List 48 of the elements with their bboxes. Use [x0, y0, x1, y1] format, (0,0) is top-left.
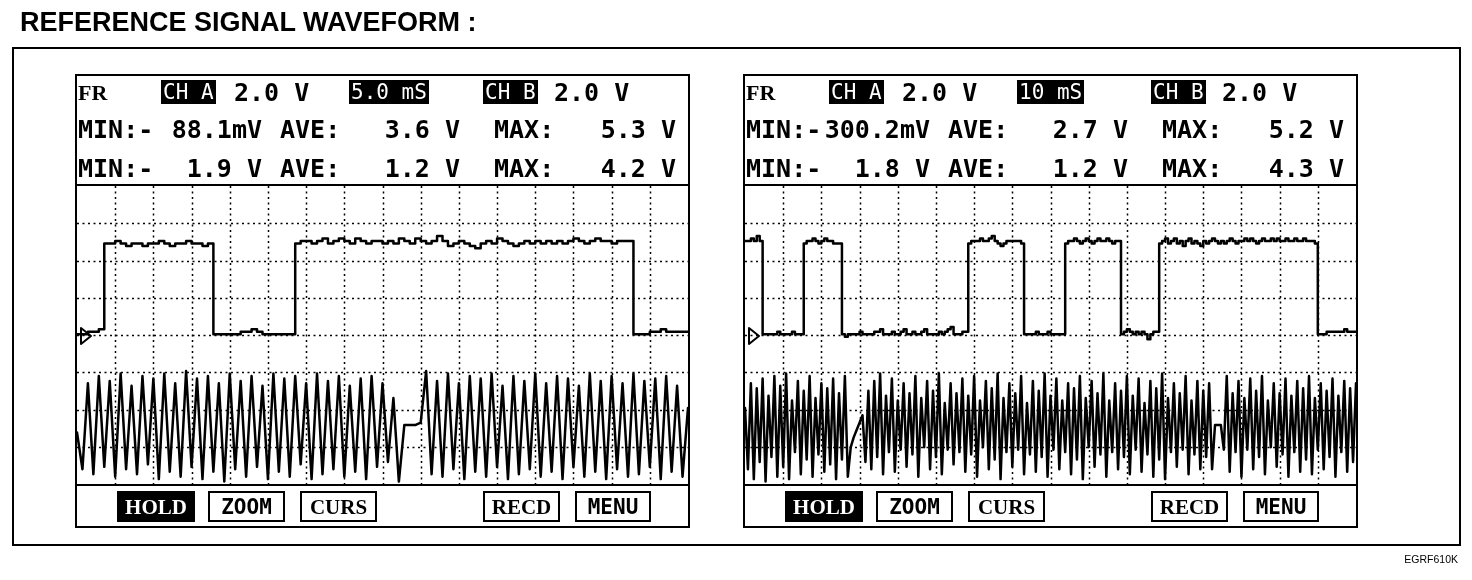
text: 2.0 V — [234, 78, 310, 107]
text: MAX: — [494, 154, 555, 183]
text: AVE: — [280, 115, 341, 144]
text: 2.0 V — [554, 78, 630, 107]
text: MAX: — [1162, 115, 1223, 144]
text: CH A — [829, 80, 884, 104]
text: MIN:- — [78, 115, 154, 144]
text: 5.2 V — [1268, 115, 1344, 144]
button: HOLD — [117, 491, 195, 522]
text: 1.2 V — [1052, 154, 1128, 183]
text: 4.3 V — [1268, 154, 1344, 183]
text: 1.9 V — [186, 154, 262, 183]
text: 5.0 mS — [349, 80, 429, 104]
chart-title: REFERENCE SIGNAL WAVEFORM : — [20, 7, 477, 37]
text: FR — [746, 79, 776, 107]
text: 3.6 V — [384, 115, 460, 144]
button: CURS — [968, 491, 1045, 522]
button: CURS — [300, 491, 377, 522]
text: MAX: — [1162, 154, 1223, 183]
button: RECD — [1151, 491, 1228, 522]
text: MIN:- — [78, 154, 154, 183]
button: ZOOM — [876, 491, 953, 522]
button: MENU — [1243, 491, 1319, 522]
text: 2.0 V — [902, 78, 978, 107]
text: CH A — [161, 80, 216, 104]
text: 1.2 V — [384, 154, 460, 183]
text: 4.2 V — [600, 154, 676, 183]
text: 1.8 V — [854, 154, 930, 183]
button: ZOOM — [208, 491, 285, 522]
button: MENU — [575, 491, 651, 522]
text: AVE: — [948, 115, 1009, 144]
text: 5.3 V — [600, 115, 676, 144]
text: MAX: — [494, 115, 555, 144]
text: EGRF610K — [1404, 553, 1458, 565]
text: FR — [78, 79, 108, 107]
text: 88.1mV — [171, 115, 262, 144]
text: CH B — [1151, 80, 1206, 104]
text: CH B — [483, 80, 538, 104]
text: 2.7 V — [1052, 115, 1128, 144]
button: RECD — [483, 491, 560, 522]
text: 2.0 V — [1222, 78, 1298, 107]
button: HOLD — [785, 491, 863, 522]
text: MIN:- — [746, 115, 822, 144]
text: AVE: — [948, 154, 1009, 183]
text: AVE: — [280, 154, 341, 183]
text: 10 mS — [1017, 80, 1085, 104]
text: MIN:- — [746, 154, 822, 183]
text: 300.2mV — [824, 115, 930, 144]
